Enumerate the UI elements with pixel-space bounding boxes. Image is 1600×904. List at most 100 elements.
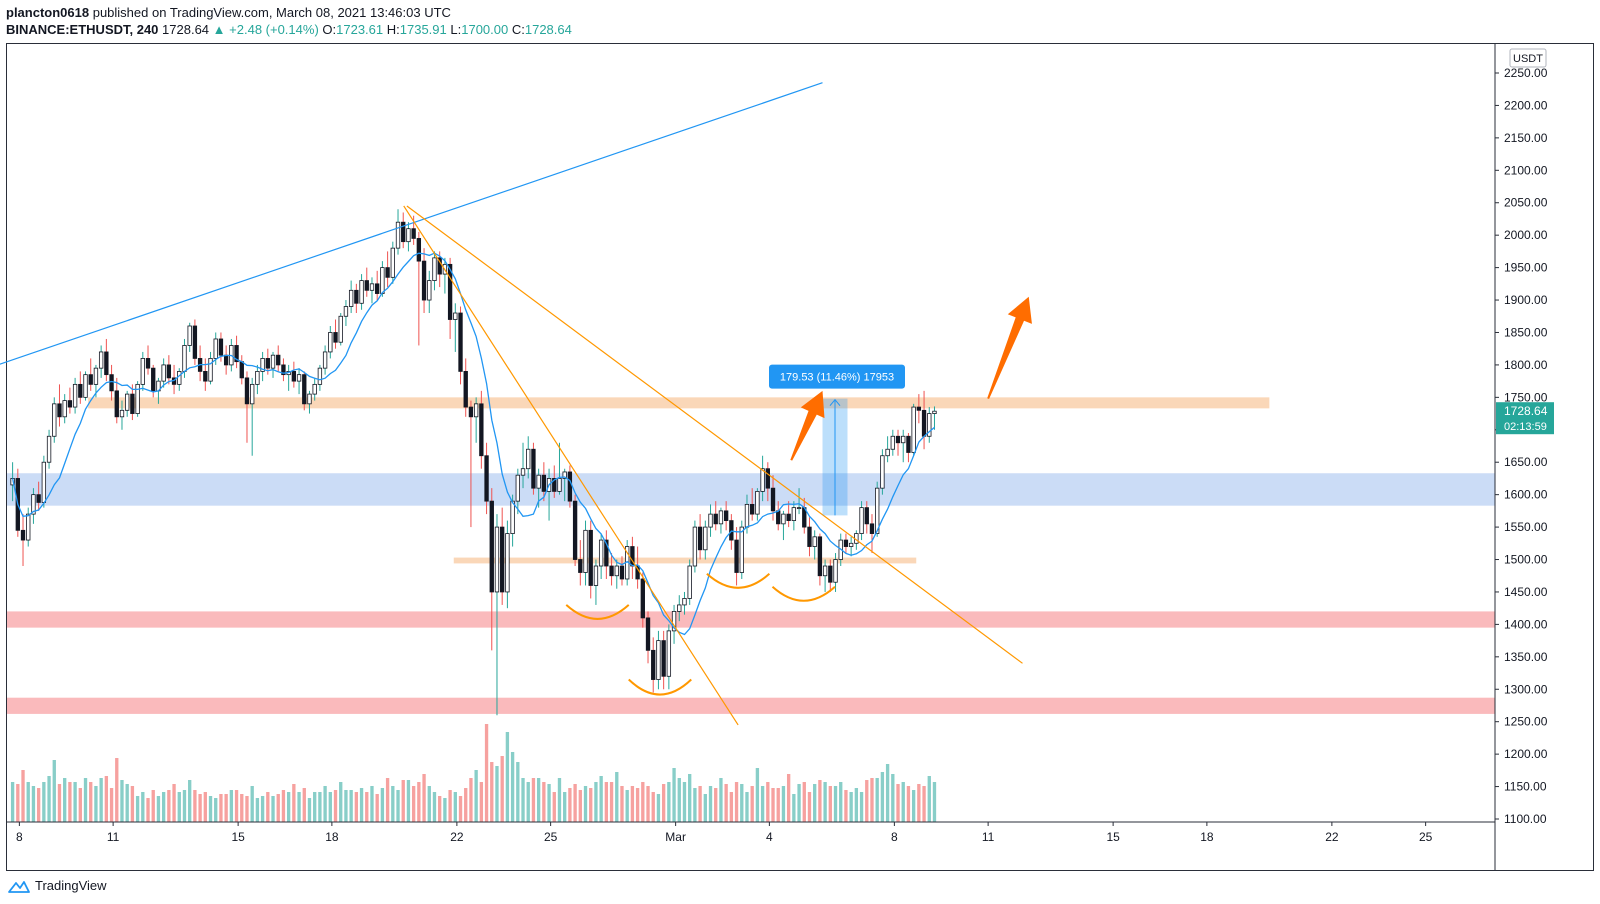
volume-bar: [422, 774, 426, 822]
volume-bar: [740, 784, 744, 822]
low-value: 1700.00: [461, 22, 509, 37]
volume-bar: [375, 794, 379, 822]
candle-body: [270, 354, 276, 369]
currency-label: USDT: [1513, 53, 1543, 65]
volume-bar: [495, 766, 499, 822]
measure-arrowhead: [829, 398, 841, 406]
volume-bar: [776, 788, 780, 822]
candle-body: [619, 565, 625, 580]
symbol-quote-line: BINANCE:ETHUSDT, 240 1728.64 ▲ +2.48 (+0…: [6, 21, 572, 38]
volume-bar: [391, 786, 395, 822]
volume-bar: [198, 794, 202, 822]
price-tick-label: 2100.00: [1504, 163, 1548, 177]
author-name[interactable]: plancton0618: [6, 5, 90, 20]
candle-body: [151, 367, 156, 392]
volume-bar: [417, 782, 421, 822]
volume-bar: [672, 768, 676, 822]
volume-bar: [339, 782, 343, 822]
candle-body: [432, 257, 437, 281]
candle-body: [322, 351, 328, 369]
volume-bar: [255, 798, 260, 822]
candle-body: [187, 325, 192, 346]
candle-body: [453, 312, 458, 320]
candle-body: [208, 358, 213, 382]
candle-body: [62, 400, 67, 418]
time-axis-layer: 8 11 15 18 22 25 Mar 4 8 11 15 18 22 25: [16, 822, 1433, 844]
volume-bar: [401, 780, 405, 822]
candle-body: [479, 403, 484, 457]
volume-bar: [641, 782, 645, 822]
candle-body: [20, 529, 26, 541]
candle-body: [609, 565, 614, 577]
price-tick-label: 2250.00: [1504, 66, 1548, 80]
candle-body: [906, 435, 911, 453]
brand-name[interactable]: TradingView: [35, 878, 107, 893]
candle-body: [869, 523, 875, 534]
volume-bar: [693, 788, 697, 822]
volume-bar: [859, 792, 864, 822]
volume-bar: [557, 778, 562, 822]
volume-bar: [313, 792, 317, 822]
candle-body: [83, 374, 88, 398]
volume-bar: [276, 794, 280, 822]
candle-body: [46, 435, 52, 463]
candle-body: [536, 474, 541, 489]
candle-body: [343, 306, 349, 317]
candles-layer: [10, 209, 937, 716]
candle-body: [572, 500, 578, 560]
candle-body: [401, 221, 406, 243]
candle-body: [880, 455, 885, 489]
candle-body: [776, 510, 781, 525]
volume-bar: [156, 796, 161, 822]
shoulder-arc-left: [565, 604, 630, 620]
candle-body: [135, 383, 140, 414]
volume-bar: [875, 778, 879, 822]
candle-body: [234, 345, 239, 363]
candle-body: [739, 526, 744, 573]
volume-bar: [932, 782, 937, 822]
volume-bar: [130, 786, 135, 822]
candle-body: [567, 471, 573, 502]
price-tick-label: 1400.00: [1504, 617, 1548, 631]
volume-bar: [719, 778, 723, 822]
candle-body: [458, 312, 463, 372]
volume-bar: [828, 786, 832, 822]
volume-bar: [359, 788, 364, 822]
price-tick-label: 1450.00: [1504, 585, 1548, 599]
candle-body: [604, 539, 609, 567]
candle-body: [765, 468, 770, 489]
candle-body: [338, 315, 343, 343]
price-tick-label: 1600.00: [1504, 488, 1548, 502]
candle-body: [744, 503, 750, 528]
candle-body: [791, 507, 797, 522]
candle-body: [890, 435, 895, 450]
candle-body: [557, 478, 562, 492]
candle-body: [781, 513, 786, 525]
volume-bar: [42, 782, 46, 822]
candle-body: [807, 526, 812, 547]
symbol-label[interactable]: BINANCE:ETHUSDT, 240: [6, 22, 159, 37]
candle-body: [203, 370, 208, 382]
volume-bar: [31, 786, 36, 822]
candle-body: [93, 367, 99, 385]
time-tick-label: 22: [450, 830, 464, 844]
volume-bar: [115, 758, 119, 822]
candle-body: [666, 630, 672, 677]
last-price: 1728.64: [162, 22, 210, 37]
volume-bar: [21, 770, 25, 822]
candle-body: [531, 448, 536, 489]
candle-body: [421, 260, 427, 301]
volume-bar: [818, 780, 822, 822]
volume-bar: [911, 790, 916, 822]
volume-layer: [10, 724, 937, 822]
chart-frame[interactable]: [6, 43, 1594, 871]
candle-body: [41, 461, 47, 503]
candle-body: [864, 507, 869, 525]
time-tick-label: Mar: [665, 830, 686, 844]
candle-body: [885, 448, 890, 457]
price-tick-label: 2000.00: [1504, 228, 1548, 242]
volume-bar: [490, 762, 494, 822]
volume-bar: [448, 790, 452, 822]
volume-bar: [16, 784, 20, 822]
